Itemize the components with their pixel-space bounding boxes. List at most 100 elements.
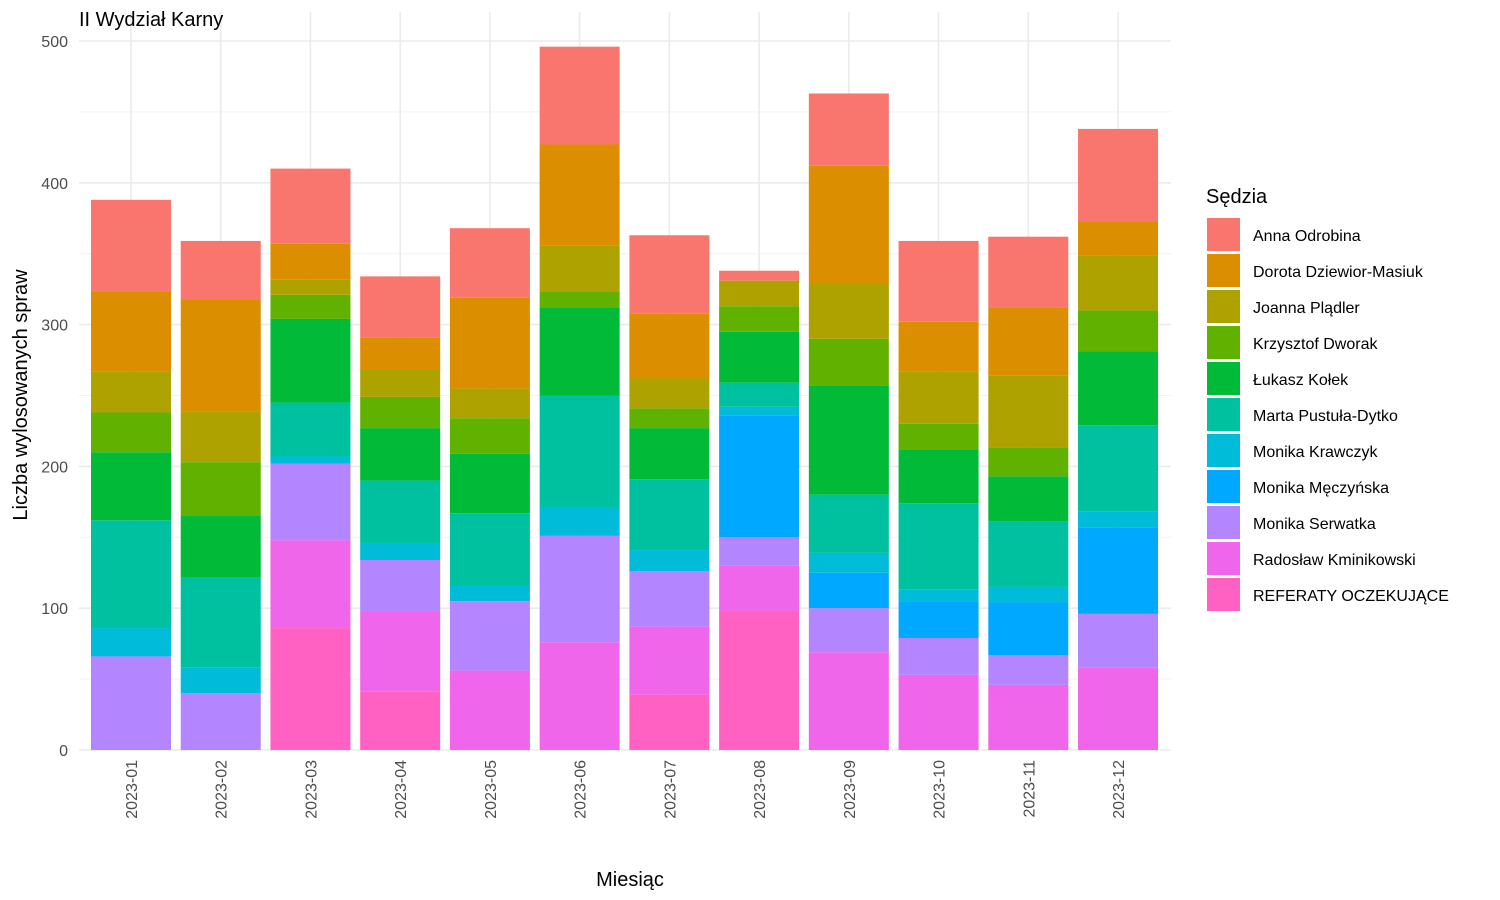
legend-title: Sędzia [1206, 186, 1268, 208]
legend-label: Anna Odrobina [1253, 228, 1361, 245]
bar-segment [360, 276, 441, 338]
bar-segment [449, 228, 530, 298]
bar-segment [808, 652, 889, 750]
bar-segment [91, 291, 171, 372]
bar-segment [270, 463, 351, 541]
bar-segment [539, 395, 620, 508]
x-tick-label: 2023-07 [662, 760, 679, 819]
bar-segment [719, 406, 800, 416]
bar-segment [629, 694, 710, 750]
legend-key [1207, 434, 1240, 467]
bar-segment [719, 306, 800, 332]
x-tick-label: 2023-06 [573, 760, 590, 819]
bar-segment [270, 456, 351, 464]
bar-segment [719, 415, 800, 538]
bar-segment [360, 337, 441, 370]
bar-segment [1078, 667, 1159, 750]
bar-segment [539, 642, 620, 750]
bar-segment [808, 552, 889, 573]
bar-segment [1078, 511, 1159, 528]
y-axis-title: Liczba wylosowanych spraw [10, 269, 32, 521]
bar-segment [270, 628, 351, 750]
bar-segment [988, 684, 1069, 750]
bar-segment [449, 453, 530, 514]
bar-segment [898, 674, 979, 750]
bar-segment [719, 611, 800, 750]
bar-segment [449, 513, 530, 586]
bar-segment [360, 691, 441, 750]
bar-segment [988, 375, 1069, 448]
y-tick-label: 0 [59, 743, 68, 760]
bar-segment [988, 447, 1069, 477]
bar-segment [449, 670, 530, 750]
legend-label: Krzysztof Dworak [1253, 336, 1378, 353]
x-tick-label: 2023-04 [393, 760, 410, 819]
legend-label: REFERATY OCZEKUJĄCE [1253, 588, 1449, 605]
chart-title: II Wydział Karny [79, 9, 223, 31]
bar-segment [629, 428, 710, 480]
x-tick-label: 2023-05 [483, 760, 500, 819]
legend-key [1207, 362, 1240, 395]
legend-label: Monika Serwatka [1253, 516, 1376, 533]
bar-segment [449, 388, 530, 419]
bar-segment [629, 313, 710, 379]
legend-key [1207, 578, 1240, 611]
bar-segment [180, 299, 261, 412]
legend: Sędzia Anna Odrobina Dorota Dziewior-Masi… [1206, 186, 1449, 611]
bar-segment [539, 291, 620, 308]
bar-segment [629, 235, 710, 314]
bar-segment [898, 589, 979, 602]
bars [91, 46, 1159, 750]
y-tick-label: 200 [41, 459, 68, 476]
legend-label: Dorota Dziewior-Masiuk [1253, 264, 1424, 281]
bar-segment [629, 479, 710, 551]
bar-segment [91, 371, 171, 413]
bar-segment [539, 507, 620, 536]
bar-segment [988, 476, 1069, 522]
bar-segment [1078, 425, 1159, 512]
legend-key [1207, 254, 1240, 287]
bar-segment [898, 637, 979, 675]
bar-segment [1078, 255, 1159, 311]
bar-segment [719, 565, 800, 612]
bar-segment [719, 382, 800, 407]
bar-segment [629, 378, 710, 409]
x-tick-label: 2023-10 [932, 760, 949, 819]
bar-segment [898, 449, 979, 504]
bar-segment [270, 294, 351, 319]
bar-segment [898, 321, 979, 372]
bar-segment [629, 571, 710, 627]
y-tick-label: 100 [41, 601, 68, 618]
bar-segment [539, 245, 620, 292]
bar-segment [1078, 221, 1159, 256]
bar-segment [180, 516, 261, 578]
bar-segment [719, 270, 800, 281]
bar-segment [180, 667, 261, 694]
bar-segment [449, 601, 530, 671]
bar-segment [1078, 128, 1159, 222]
legend-label: Marta Pustuła-Dytko [1253, 408, 1398, 425]
x-tick-label: 2023-09 [842, 760, 859, 819]
bar-segment [539, 144, 620, 246]
bar-segment [808, 165, 889, 284]
bar-segment [91, 520, 171, 629]
bar-segment [719, 537, 800, 566]
legend-key [1207, 542, 1240, 575]
bar-segment [449, 585, 530, 602]
legend-key [1207, 506, 1240, 539]
bar-segment [539, 535, 620, 643]
x-tick-label: 2023-11 [1021, 760, 1038, 818]
legend-label: Radosław Kminikowski [1253, 552, 1416, 569]
bar-segment [898, 371, 979, 424]
bar-segment [360, 369, 441, 397]
bar-segment [449, 297, 530, 389]
bar-segment [180, 240, 261, 300]
bar-segment [808, 572, 889, 609]
bar-segment [270, 402, 351, 457]
bar-segment [180, 462, 261, 517]
bar-segment [270, 540, 351, 629]
x-tick-label: 2023-08 [752, 760, 769, 819]
bar-segment [270, 243, 351, 280]
x-tick-label: 2023-02 [214, 760, 231, 819]
bar-segment [629, 408, 710, 429]
